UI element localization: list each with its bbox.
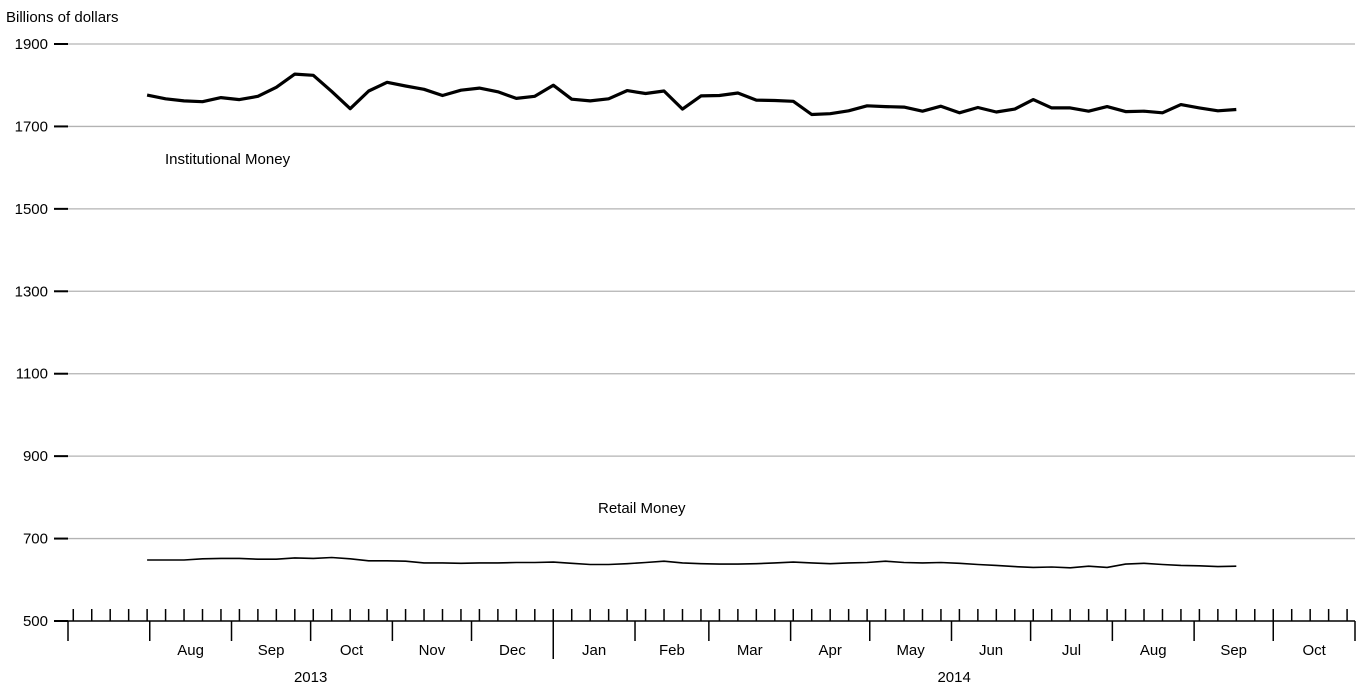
month-label: Feb — [659, 642, 685, 659]
month-label: May — [896, 642, 925, 659]
month-label: Oct — [1302, 642, 1326, 659]
y-tick-label-1300: 1300 — [15, 283, 48, 300]
month-label: Aug — [177, 642, 204, 659]
month-label: Nov — [419, 642, 446, 659]
y-axis-title: Billions of dollars — [6, 9, 119, 26]
month-label: Aug — [1140, 642, 1167, 659]
series-label-institutional: Institutional Money — [165, 151, 291, 168]
series-line-retail — [147, 556, 1237, 569]
year-label-2014: 2014 — [937, 669, 970, 686]
month-label: Jan — [582, 642, 606, 659]
year-label-2013: 2013 — [294, 669, 327, 686]
series-label-retail: Retail Money — [598, 500, 686, 517]
month-label: Jun — [979, 642, 1003, 659]
month-label: Sep — [1220, 642, 1247, 659]
y-tick-label-900: 900 — [23, 448, 48, 465]
y-tick-label-1900: 1900 — [15, 36, 48, 53]
y-tick-label-500: 500 — [23, 613, 48, 630]
gridlines — [68, 43, 1355, 540]
series-line-institutional — [146, 72, 1237, 117]
y-tick-label-1100: 1100 — [16, 366, 48, 383]
month-label: Mar — [737, 642, 763, 659]
y-tick-label-700: 700 — [23, 531, 48, 548]
series-labels: Institutional Money Retail Money — [165, 151, 686, 517]
y-tick-label-1700: 1700 — [15, 118, 48, 135]
y-axis: 500 700 900 1100 1300 1500 1700 1900 — [15, 36, 68, 630]
month-label: Jul — [1062, 642, 1081, 659]
y-tick-label-1500: 1500 — [15, 201, 48, 218]
month-label: Dec — [499, 642, 526, 659]
month-label: Oct — [340, 642, 364, 659]
x-axis: Aug Sep Oct Nov Dec Jan Feb Mar Apr May Jun Jul Aug S… — [67, 609, 1356, 686]
series-group — [146, 72, 1237, 569]
month-label: Sep — [258, 642, 285, 659]
month-label: Apr — [819, 642, 842, 659]
